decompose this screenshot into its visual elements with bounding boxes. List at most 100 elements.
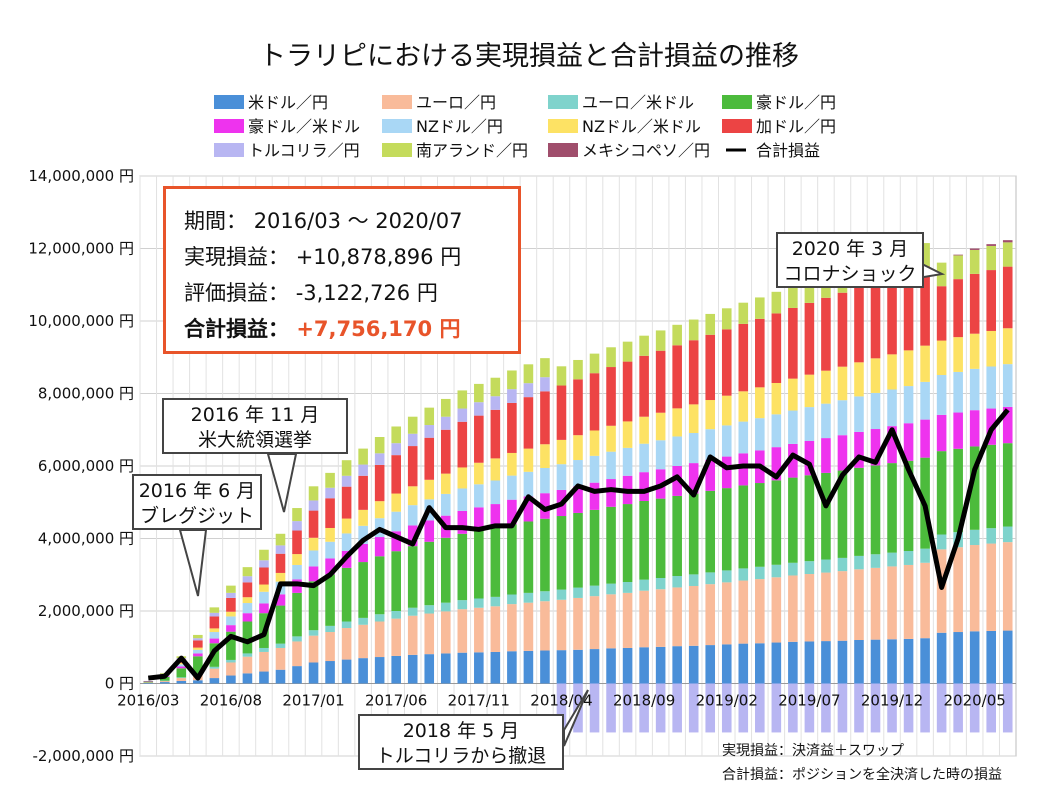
bar-segment-eur_usd xyxy=(391,611,401,619)
summary-box: 期間： 2016/03 ～ 2020/07 実現損益： +10,878,896 … xyxy=(163,186,521,354)
bar-segment-usd_jpy xyxy=(986,630,997,684)
bar-segment-aud_jpy xyxy=(755,483,765,567)
bar-segment-cad_jpy xyxy=(936,286,947,341)
bar-segment-zar_jpy xyxy=(259,549,269,561)
bar-segment-eur_usd xyxy=(903,551,914,565)
bar-segment-eur_usd xyxy=(622,582,633,593)
bar-segment-usd_jpy xyxy=(358,658,368,684)
bar-segment-eur_jpy xyxy=(804,574,815,642)
bar-segment-zar_jpy xyxy=(556,366,567,386)
bar-segment-usd_jpy xyxy=(589,649,600,684)
bar-segment-aud_jpy xyxy=(953,448,963,533)
bar-segment-aud_usd xyxy=(837,435,848,471)
callout-corona: 2020 年 3 月 コロナショック xyxy=(776,232,924,288)
bar-segment-nzd_jpy xyxy=(474,484,484,508)
legend-label: トルコリラ／円 xyxy=(248,141,360,160)
bar-segment-usd_jpy xyxy=(821,641,831,684)
bar-segment-zar_jpy xyxy=(804,280,815,303)
bar-segment-nzd_usd xyxy=(721,395,732,426)
bar-segment-try_jpy xyxy=(1002,683,1013,733)
bar-segment-nzd_jpy xyxy=(606,451,616,480)
bar-segment-eur_usd xyxy=(325,625,335,633)
bar-segment-nzd_usd xyxy=(606,425,616,452)
bar-segment-nzd_jpy xyxy=(457,488,468,511)
bar-segment-nzd_jpy xyxy=(639,443,649,473)
bar-segment-aud_usd xyxy=(358,543,368,563)
bar-segment-aud_jpy xyxy=(490,527,501,597)
bar-segment-nzd_jpy xyxy=(490,480,501,505)
bar-segment-zar_jpy xyxy=(606,347,616,368)
bar-segment-eur_usd xyxy=(589,585,600,597)
bar-segment-nzd_jpy xyxy=(887,389,897,427)
bar-segment-eur_usd xyxy=(292,636,302,642)
bar-segment-nzd_usd xyxy=(374,501,385,519)
bar-segment-eur_jpy xyxy=(903,564,914,639)
bar-segment-eur_usd xyxy=(969,529,980,546)
bar-segment-aud_jpy xyxy=(721,488,732,571)
bar-segment-nzd_jpy xyxy=(176,664,187,667)
bar-segment-eur_jpy xyxy=(440,611,451,654)
bar-segment-cad_jpy xyxy=(639,355,649,417)
bar-segment-nzd_jpy xyxy=(209,632,220,639)
bar-segment-eur_usd xyxy=(275,643,286,648)
bar-segment-eur_jpy xyxy=(755,579,765,644)
bar-segment-nzd_jpy xyxy=(341,533,352,551)
bar-segment-try_jpy xyxy=(275,545,286,554)
bar-segment-zar_jpy xyxy=(622,341,633,362)
bar-segment-try_jpy xyxy=(887,683,897,733)
bar-segment-eur_jpy xyxy=(523,602,534,651)
bar-segment-eur_jpy xyxy=(556,599,567,651)
bar-segment-nzd_jpy xyxy=(308,550,319,567)
bar-segment-eur_jpy xyxy=(424,613,435,655)
bar-segment-cad_jpy xyxy=(721,329,732,396)
bar-segment-aud_jpy xyxy=(292,592,302,637)
bar-segment-nzd_usd xyxy=(622,421,633,448)
bar-segment-cad_jpy xyxy=(490,409,501,459)
bar-segment-nzd_jpy xyxy=(821,403,831,439)
callout-try-exit-pointer xyxy=(563,689,589,747)
bar-segment-nzd_usd xyxy=(242,597,253,604)
bar-segment-eur_usd xyxy=(936,534,947,550)
bar-segment-aud_usd xyxy=(457,510,468,534)
bar-segment-nzd_usd xyxy=(920,345,930,382)
bar-segment-nzd_usd xyxy=(573,435,583,461)
bar-segment-nzd_jpy xyxy=(556,464,567,490)
bar-segment-nzd_usd xyxy=(887,354,897,390)
bar-segment-cad_jpy xyxy=(407,446,418,487)
bar-segment-zar_jpy xyxy=(424,407,435,426)
bar-segment-try_jpy xyxy=(969,683,980,733)
bar-segment-nzd_usd xyxy=(1002,328,1013,365)
bar-segment-eur_usd xyxy=(854,555,864,570)
bar-segment-aud_usd xyxy=(672,466,682,496)
bar-segment-aud_jpy xyxy=(358,562,368,618)
bar-segment-try_jpy xyxy=(821,683,831,733)
bar-segment-zar_jpy xyxy=(226,585,236,593)
bar-segment-zar_jpy xyxy=(440,398,451,417)
bar-segment-nzd_jpy xyxy=(771,414,782,448)
bar-segment-try_jpy xyxy=(209,612,220,617)
bar-segment-cad_jpy xyxy=(193,640,203,648)
legend-swatch xyxy=(722,95,752,109)
bar-segment-try_jpy xyxy=(986,683,997,733)
bar-segment-nzd_usd xyxy=(672,408,682,437)
bar-segment-cad_jpy xyxy=(887,277,897,355)
bar-segment-eur_jpy xyxy=(953,547,963,633)
bar-segment-nzd_usd xyxy=(755,387,765,419)
bar-segment-mxn_jpy xyxy=(986,244,997,246)
bar-segment-nzd_jpy xyxy=(953,371,963,413)
bar-segment-aud_usd xyxy=(226,625,236,632)
bar-segment-nzd_jpy xyxy=(688,433,699,464)
bar-segment-try_jpy xyxy=(242,576,253,583)
bar-segment-eur_jpy xyxy=(209,668,220,679)
bar-segment-try_jpy xyxy=(688,683,699,733)
bar-segment-cad_jpy xyxy=(920,266,930,346)
bar-segment-eur_usd xyxy=(606,583,616,595)
bar-segment-usd_jpy xyxy=(953,632,963,684)
y-tick-label: 8,000,000 円 xyxy=(38,385,134,403)
bar-segment-eur_jpy xyxy=(275,647,286,670)
bar-segment-usd_jpy xyxy=(159,682,170,684)
bar-segment-usd_jpy xyxy=(837,640,848,684)
bar-segment-nzd_usd xyxy=(705,400,716,430)
bar-segment-eur_usd xyxy=(920,548,930,563)
bar-segment-eur_usd xyxy=(986,528,997,544)
